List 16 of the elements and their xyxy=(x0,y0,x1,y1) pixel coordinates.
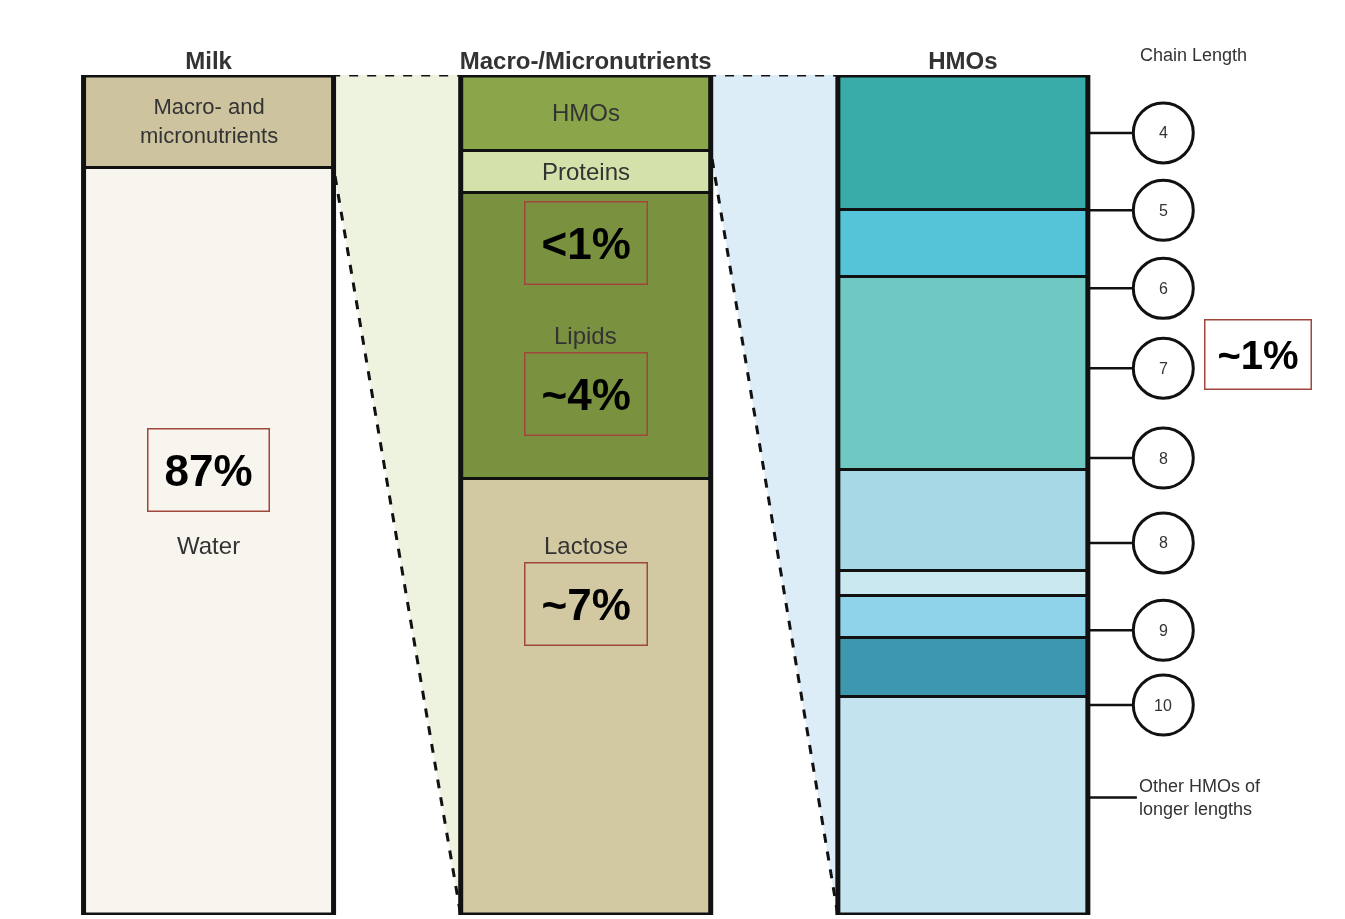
annotation: 87% xyxy=(164,445,253,495)
x-tick-label: Milk xyxy=(185,47,233,75)
annotation: Proteins xyxy=(542,158,631,185)
annotation: Water xyxy=(177,532,241,559)
annotation: Lipids xyxy=(554,322,617,349)
annotation: ~7% xyxy=(541,579,631,629)
text: Chain Length xyxy=(1140,45,1248,65)
annotation: ~4% xyxy=(541,369,631,419)
text: ~1% xyxy=(1217,332,1299,377)
annotation: Lactose xyxy=(544,532,629,559)
annotation: Macro- and micronutrients xyxy=(140,94,279,148)
x-tick-label: Macro-/Micronutrients xyxy=(459,47,712,75)
annotation: <1% xyxy=(541,218,631,268)
annotation: Other HMOs of longer lengths xyxy=(1139,776,1262,820)
x-tick-label: HMOs xyxy=(928,47,998,75)
annotation: HMOs xyxy=(552,99,620,126)
